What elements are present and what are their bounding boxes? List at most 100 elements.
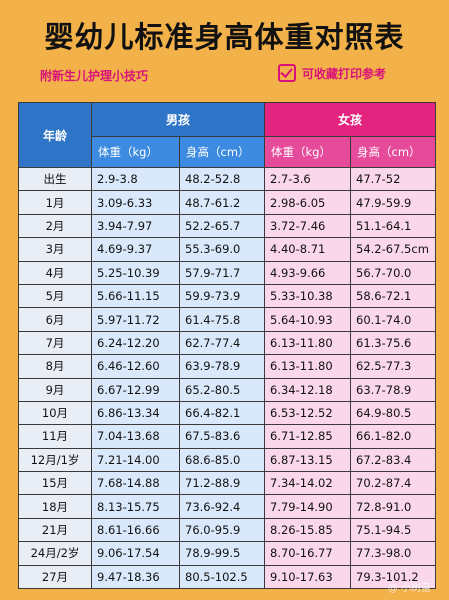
- age-cell: 15月: [18, 471, 92, 496]
- table-row: 21月 8.61-16.66 76.0-95.9 8.26-15.85 75.1-94.…: [18, 517, 437, 543]
- girl-height-cell: 66.1-82.0: [350, 424, 437, 449]
- girl-height-cell: 79.3-101.2: [350, 564, 437, 590]
- header-boy-weight: 体重（kg）: [91, 135, 180, 169]
- age-cell: 4月: [18, 260, 92, 285]
- table-row: 9月 6.67-12.99 65.2-80.5 6.34-12.18 63.7-78.9: [18, 377, 437, 402]
- header-girl-weight: 体重（kg）: [264, 135, 352, 169]
- girl-weight-cell: 8.70-16.77: [264, 541, 352, 566]
- age-cell: 6月: [18, 307, 92, 332]
- boy-height-cell: 59.9-73.9: [178, 283, 266, 309]
- age-cell: 27月: [18, 564, 92, 590]
- girl-height-cell: 47.9-59.9: [350, 190, 437, 215]
- table-row: 6月 5.97-11.72 61.4-75.8 5.64-10.93 60.1-74.0: [18, 307, 437, 332]
- girl-weight-cell: 6.13-11.80: [264, 354, 352, 379]
- girl-weight-cell: 3.72-7.46: [264, 213, 352, 239]
- header-age: 年龄: [18, 102, 92, 168]
- boy-weight-cell: 8.61-16.66: [91, 517, 180, 543]
- boy-height-cell: 71.2-88.9: [178, 471, 266, 496]
- girl-height-cell: 60.1-74.0: [350, 307, 437, 332]
- girl-height-cell: 64.9-80.5: [350, 400, 437, 426]
- table-row: 24月/2岁 9.06-17.54 78.9-99.5 8.70-16.77 77.3-…: [18, 541, 437, 566]
- table-row: 10月 6.86-13.34 66.4-82.1 6.53-12.52 64.9-80.…: [18, 400, 437, 426]
- girl-weight-cell: 5.64-10.93: [264, 307, 352, 332]
- girl-height-cell: 72.8-91.0: [350, 494, 437, 519]
- table-row: 出生 2.9-3.8 48.2-52.8 2.7-3.6 47.7-52: [18, 166, 437, 192]
- boy-height-cell: 80.5-102.5: [178, 564, 266, 590]
- boy-weight-cell: 5.66-11.15: [91, 283, 180, 309]
- girl-weight-cell: 9.10-17.63: [264, 564, 352, 590]
- print-tip-label: 可收藏打印参考: [302, 66, 387, 81]
- table-row: 5月 5.66-11.15 59.9-73.9 5.33-10.38 58.6-72.1: [18, 283, 437, 309]
- girl-weight-cell: 6.13-11.80: [264, 330, 352, 356]
- print-tip: 可收藏打印参考: [278, 64, 386, 82]
- age-cell: 12月/1岁: [18, 447, 92, 473]
- table-row: 11月 7.04-13.68 67.5-83.6 6.71-12.85 66.1-82.…: [18, 424, 437, 449]
- table-row: 27月 9.47-18.36 80.5-102.5 9.10-17.63 79.3-10…: [18, 564, 437, 590]
- table-row: 7月 6.24-12.20 62.7-77.4 6.13-11.80 61.3-75.6: [18, 330, 437, 356]
- table-row: 4月 5.25-10.39 57.9-71.7 4.93-9.66 56.7-70.0: [18, 260, 437, 285]
- boy-height-cell: 76.0-95.9: [178, 517, 266, 543]
- boy-height-cell: 63.9-78.9: [178, 354, 266, 379]
- table-row: 18月 8.13-15.75 73.6-92.4 7.79-14.90 72.8-91.…: [18, 494, 437, 519]
- growth-table: 年龄 男孩 女孩 体重（kg） 身高（cm） 体重（kg） 身高（cm） 出生 2…: [18, 102, 437, 590]
- boy-height-cell: 61.4-75.8: [178, 307, 266, 332]
- boy-height-cell: 55.3-69.0: [178, 237, 266, 262]
- age-cell: 18月: [18, 494, 92, 519]
- care-tips-label: 附新生儿护理小技巧: [40, 69, 149, 83]
- girl-height-cell: 77.3-98.0: [350, 541, 437, 566]
- header-girl: 女孩: [264, 102, 437, 137]
- boy-weight-cell: 3.94-7.97: [91, 213, 180, 239]
- age-cell: 出生: [18, 166, 92, 192]
- boy-weight-cell: 6.24-12.20: [91, 330, 180, 356]
- boy-weight-cell: 4.69-9.37: [91, 237, 180, 262]
- header-girl-height: 身高（cm）: [350, 135, 437, 169]
- boy-height-cell: 48.2-52.8: [178, 166, 266, 192]
- age-cell: 11月: [18, 424, 92, 449]
- table-row: 2月 3.94-7.97 52.2-65.7 3.72-7.46 51.1-64.1: [18, 213, 437, 239]
- boy-height-cell: 78.9-99.5: [178, 541, 266, 566]
- table-row: 1月 3.09-6.33 48.7-61.2 2.98-6.05 47.9-59.9: [18, 190, 437, 215]
- girl-weight-cell: 6.53-12.52: [264, 400, 352, 426]
- age-cell: 2月: [18, 213, 92, 239]
- girl-height-cell: 51.1-64.1: [350, 213, 437, 239]
- girl-weight-cell: 7.34-14.02: [264, 471, 352, 496]
- boy-height-cell: 67.5-83.6: [178, 424, 266, 449]
- girl-weight-cell: 6.71-12.85: [264, 424, 352, 449]
- boy-weight-cell: 5.97-11.72: [91, 307, 180, 332]
- age-cell: 9月: [18, 377, 92, 402]
- girl-height-cell: 58.6-72.1: [350, 283, 437, 309]
- boy-weight-cell: 7.04-13.68: [91, 424, 180, 449]
- boy-weight-cell: 2.9-3.8: [91, 166, 180, 192]
- boy-weight-cell: 7.68-14.88: [91, 471, 180, 496]
- girl-weight-cell: 5.33-10.38: [264, 283, 352, 309]
- boy-weight-cell: 5.25-10.39: [91, 260, 180, 285]
- girl-height-cell: 70.2-87.4: [350, 471, 437, 496]
- table-row: 8月 6.46-12.60 63.9-78.9 6.13-11.80 62.5-77.3: [18, 354, 437, 379]
- girl-weight-cell: 6.87-13.15: [264, 447, 352, 473]
- boy-height-cell: 57.9-71.7: [178, 260, 266, 285]
- page-title: 婴幼儿标准身高体重对照表: [44, 20, 405, 54]
- age-cell: 3月: [18, 237, 92, 262]
- boy-height-cell: 62.7-77.4: [178, 330, 266, 356]
- header-boy: 男孩: [90, 102, 266, 137]
- girl-weight-cell: 8.26-15.85: [264, 517, 352, 543]
- boy-weight-cell: 9.47-18.36: [91, 564, 180, 590]
- age-cell: 8月: [18, 354, 92, 379]
- boy-height-cell: 73.6-92.4: [178, 494, 266, 519]
- girl-weight-cell: 2.98-6.05: [264, 190, 352, 215]
- table-row: 3月 4.69-9.37 55.3-69.0 4.40-8.71 54.2-67.5cm: [18, 237, 437, 262]
- girl-height-cell: 67.2-83.4: [350, 447, 437, 473]
- boy-weight-cell: 6.86-13.34: [91, 400, 180, 426]
- age-cell: 5月: [18, 283, 92, 309]
- girl-height-cell: 63.7-78.9: [350, 377, 437, 402]
- boy-weight-cell: 6.67-12.99: [91, 377, 180, 402]
- boy-height-cell: 48.7-61.2: [178, 190, 266, 215]
- checkbox-icon: [278, 64, 296, 82]
- boy-height-cell: 66.4-82.1: [178, 400, 266, 426]
- girl-weight-cell: 6.34-12.18: [264, 377, 352, 402]
- age-cell: 10月: [18, 400, 92, 426]
- girl-weight-cell: 7.79-14.90: [264, 494, 352, 519]
- boy-weight-cell: 6.46-12.60: [91, 354, 180, 379]
- boy-weight-cell: 8.13-15.75: [91, 494, 180, 519]
- age-cell: 7月: [18, 330, 92, 356]
